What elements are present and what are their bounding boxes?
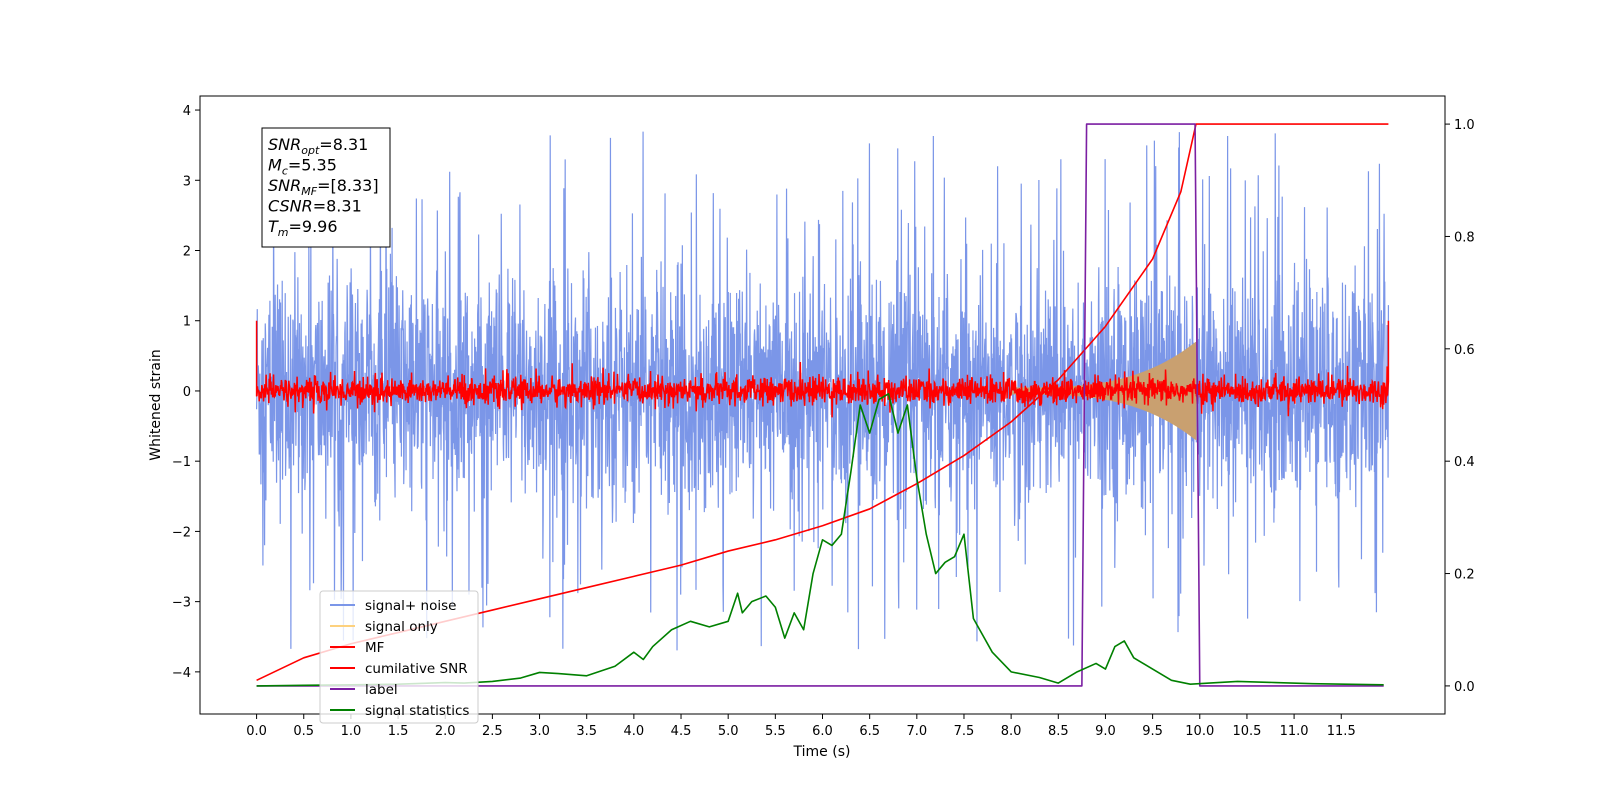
legend-label: signal+ noise — [365, 598, 456, 614]
legend-label: MF — [365, 640, 384, 656]
x-axis-ticks: 0.0 0.5 1.0 1.5 2.0 2.5 3.0 3.5 4.0 4.5 5.0 5.5 6.0 6… — [246, 714, 1356, 739]
legend-label: signal statistics — [365, 703, 469, 719]
annotation-box: SNRopt=8.31Mc=5.35SNRMF=[8.33]CSNR=8.31T… — [261, 127, 391, 248]
legend-label: signal only — [365, 619, 438, 635]
y-tick-label: 0 — [183, 385, 191, 400]
x-tick-label: 11.5 — [1327, 724, 1356, 739]
x-tick-label: 0.5 — [293, 724, 314, 739]
y2-tick-label: 0.4 — [1454, 455, 1475, 470]
annotation-line: Tm=9.96 — [268, 217, 338, 239]
y-tick-label: −1 — [172, 455, 191, 470]
x-tick-label: 3.0 — [529, 724, 550, 739]
series-label — [256, 123, 1384, 687]
y-tick-label: −2 — [172, 525, 191, 540]
y2-tick-label: 1.0 — [1454, 118, 1475, 133]
y-tick-label: 1 — [183, 315, 191, 330]
x-tick-label: 0.0 — [246, 724, 267, 739]
annotation-line: CSNR=8.31 — [268, 197, 362, 216]
x-tick-label: 10.5 — [1232, 724, 1261, 739]
y2-axis-ticks: 1.0 0.8 0.6 0.4 0.2 0.0 — [1445, 118, 1475, 695]
y-tick-label: 2 — [183, 245, 191, 260]
x-tick-label: 5.5 — [765, 724, 786, 739]
legend: signal+ noise signal only MF cumilative SNR… — [319, 590, 479, 724]
x-tick-label: 6.5 — [859, 724, 880, 739]
x-tick-label: 4.5 — [671, 724, 692, 739]
x-tick-label: 2.5 — [482, 724, 503, 739]
series-signal-noise — [255, 131, 1390, 651]
x-tick-label: 9.0 — [1095, 724, 1116, 739]
series-signal-statistics — [256, 392, 1384, 687]
y-tick-label: −4 — [172, 666, 191, 681]
y2-tick-label: 0.8 — [1454, 230, 1475, 245]
x-tick-label: 7.0 — [906, 724, 927, 739]
x-axis-label: Time (s) — [793, 744, 851, 760]
y2-tick-label: 0.0 — [1454, 680, 1475, 695]
x-tick-label: 5.0 — [718, 724, 739, 739]
legend-label: label — [365, 682, 398, 698]
y-tick-label: 4 — [183, 104, 191, 119]
annotation-line: SNRopt=8.31 — [268, 135, 368, 157]
x-tick-label: 9.5 — [1142, 724, 1163, 739]
legend-label: cumilative SNR — [365, 661, 468, 677]
annotation-line: Mc=5.35 — [268, 156, 337, 178]
x-tick-label: 1.0 — [341, 724, 362, 739]
y-axis-label: Whitened strain — [148, 349, 164, 460]
x-tick-label: 1.5 — [388, 724, 409, 739]
y-tick-label: 3 — [183, 174, 191, 189]
y-axis-ticks: 4 3 2 1 0 −1 −2 −3 −4 — [172, 104, 200, 681]
x-tick-label: 10.0 — [1185, 724, 1214, 739]
series-mf — [255, 320, 1390, 418]
x-tick-label: 2.0 — [435, 724, 456, 739]
y-tick-label: −3 — [172, 596, 191, 611]
x-tick-label: 7.5 — [954, 724, 975, 739]
x-tick-label: 8.5 — [1048, 724, 1069, 739]
x-tick-label: 11.0 — [1280, 724, 1309, 739]
x-tick-label: 3.5 — [576, 724, 597, 739]
annotation-line: SNRMF=[8.33] — [268, 176, 379, 198]
x-tick-label: 4.0 — [624, 724, 645, 739]
x-tick-label: 6.0 — [812, 724, 833, 739]
y2-tick-label: 0.6 — [1454, 343, 1475, 358]
x-tick-label: 8.0 — [1001, 724, 1022, 739]
y2-tick-label: 0.2 — [1454, 568, 1475, 583]
